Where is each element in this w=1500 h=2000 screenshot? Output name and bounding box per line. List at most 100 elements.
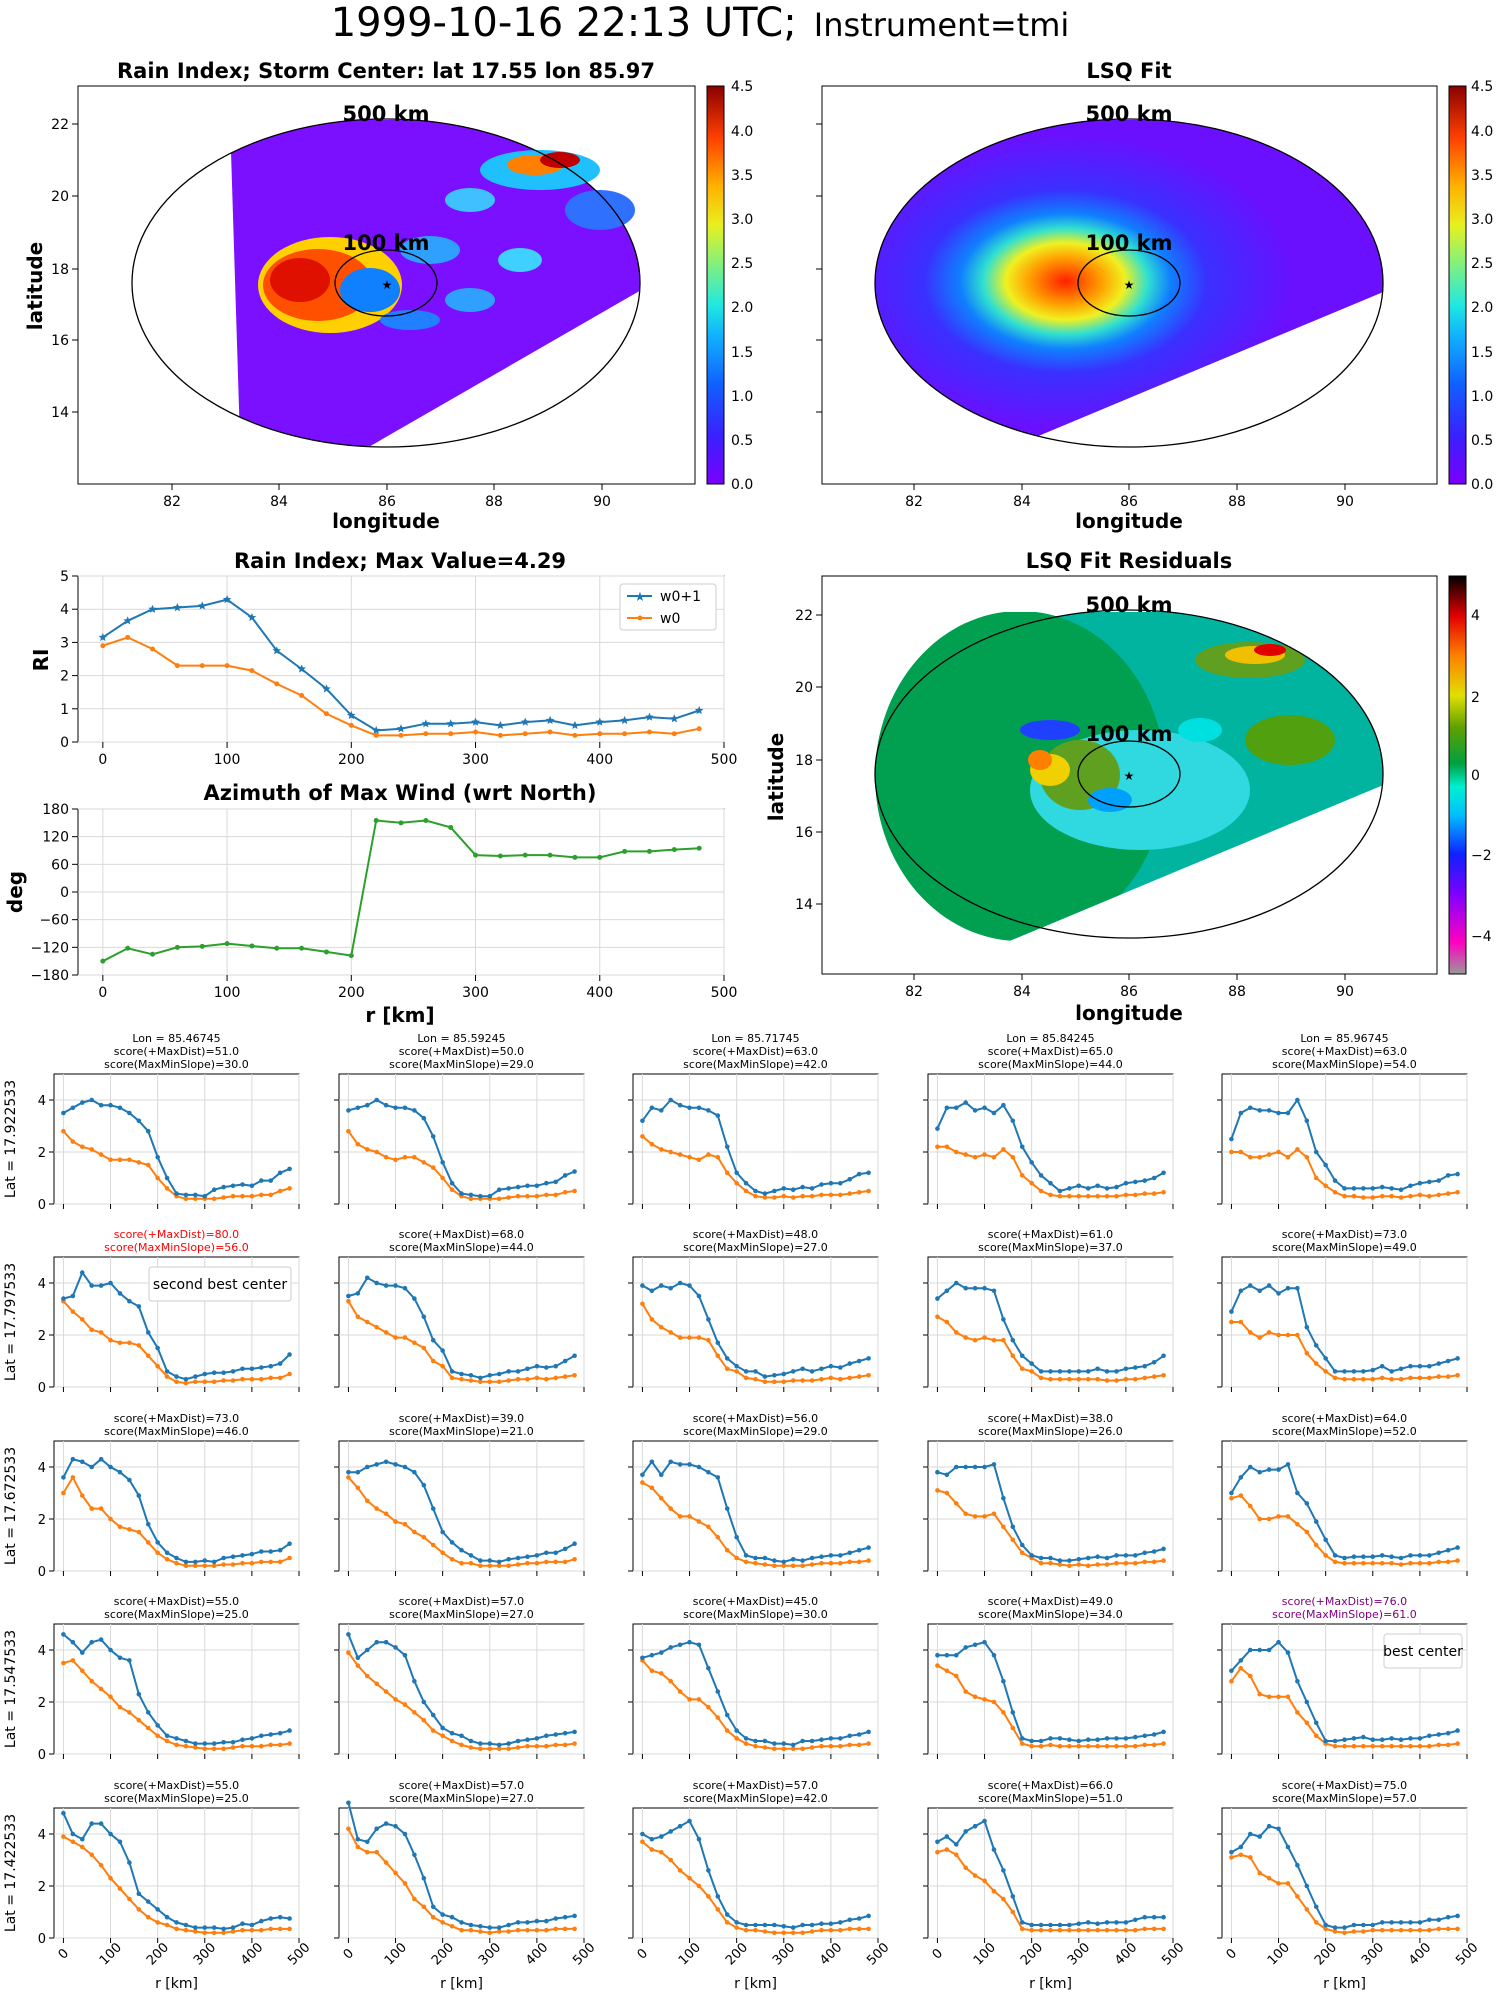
w0p1-point (1114, 1369, 1119, 1374)
candidate-cell: score(+MaxDist)=68.0score(MaxMinSlope)=4… (334, 1228, 585, 1392)
w0p1-point (449, 1914, 455, 1920)
w0p1-point (544, 1733, 549, 1739)
w0-point (108, 1516, 113, 1522)
w0-point (1304, 1720, 1310, 1726)
candidate-cell: score(+MaxDist)=38.0score(MaxMinSlope)=2… (923, 1412, 1174, 1576)
candidate-lon-label: Lon = 85.96745 (1300, 1032, 1388, 1045)
w0-point (1029, 1369, 1034, 1374)
w0p1-point (1361, 1554, 1366, 1559)
w0-point (230, 1562, 236, 1567)
w0p1-point (753, 1369, 758, 1374)
w0-point (525, 1927, 530, 1933)
w0p1-point (202, 1741, 208, 1746)
w0p1-point (421, 719, 431, 728)
w0p1-point (1257, 1108, 1262, 1113)
lsq-fit-map: LSQ Fit ★ 500 km 100 km 82 84 86 88 90 l… (816, 59, 1493, 533)
w0p1-point (620, 715, 629, 725)
w0p1-point (1029, 1160, 1034, 1165)
w0-point (374, 1149, 379, 1155)
w0p1-point (1436, 1178, 1442, 1183)
w0p1-point (935, 1296, 940, 1301)
w0p1-point (963, 1285, 968, 1291)
w0p1-point (781, 1559, 787, 1565)
w0-point (982, 1514, 987, 1519)
w0p1-point (553, 1179, 559, 1185)
w0-point (1057, 1743, 1063, 1749)
w0p1-point (1398, 1920, 1404, 1925)
w0p1-point (866, 1545, 871, 1550)
w0p1-point (259, 1178, 264, 1183)
w0p1-point (1142, 1363, 1148, 1369)
w0p1-point (649, 1836, 655, 1842)
candidate-ytick: 4 (38, 1644, 46, 1659)
w0p1-point (743, 1553, 749, 1558)
w0p1-point (355, 1655, 361, 1661)
w0-point (1151, 1374, 1157, 1379)
w0-point (1057, 1562, 1063, 1567)
w0p1-point (496, 720, 505, 729)
w0-point (249, 1927, 255, 1933)
w0p1-point (1361, 1734, 1366, 1740)
candidate-xtick: 0 (930, 1946, 946, 1962)
w0p1-point (117, 1105, 123, 1111)
w0-point (1085, 1193, 1091, 1199)
w0-point (706, 1894, 711, 1899)
w0-point (1095, 1562, 1100, 1567)
w0p1-point (1436, 1917, 1442, 1923)
w0p1-point (1398, 1187, 1404, 1192)
w0-point (743, 1741, 749, 1746)
w0p1-point (753, 1738, 758, 1744)
w0p1-point (468, 1922, 474, 1928)
w0-point (658, 1495, 664, 1501)
w0p1-point (640, 1655, 645, 1661)
w0-point (193, 1745, 198, 1750)
azimuth-ytick: 120 (42, 830, 69, 846)
w0-point (70, 1139, 76, 1144)
candidate-xtick: 0 (341, 1946, 357, 1962)
w0p1-point (1095, 1366, 1100, 1372)
w0p1-point (268, 1916, 274, 1921)
w0p1-point (645, 712, 654, 721)
candidate-xtick: 400 (523, 1940, 551, 1968)
w0p1-point (856, 1171, 862, 1177)
w0p1-point (421, 1699, 427, 1705)
w0-point (155, 1363, 160, 1369)
w0-point (398, 732, 404, 738)
candidate-score-slope: score(MaxMinSlope)=21.0 (389, 1425, 534, 1438)
w0p1-point (79, 1459, 85, 1465)
rain-profile-ytick: 0 (60, 735, 69, 751)
w0-point (1370, 1560, 1376, 1566)
w0p1-point (1238, 1110, 1244, 1116)
candidate-cell-grid (339, 1441, 585, 1572)
w0-point (828, 1375, 834, 1381)
rain-profile-title: Rain Index; Max Value=4.29 (234, 549, 566, 573)
w0p1-point (838, 1553, 843, 1558)
w0p1-point (1276, 1110, 1281, 1116)
w0p1-point (525, 1737, 530, 1742)
w0p1-point (89, 1464, 94, 1470)
candidate-cell: Lon = 85.59245score(+MaxDist)=50.0score(… (334, 1032, 585, 1209)
svg-text:1.5: 1.5 (1471, 345, 1493, 361)
w0-point (1123, 1560, 1129, 1566)
w0-point (547, 729, 553, 735)
candidate-cell-axes (338, 1623, 585, 1755)
azimuth-chart: Azimuth of Max Wind (wrt North) 18012060… (3, 781, 737, 1027)
w0p1-point (515, 1555, 521, 1561)
w0p1-point (1133, 1365, 1138, 1370)
w0-point (89, 1327, 94, 1333)
candidate-score-maxdist: score(+MaxDist)=39.0 (399, 1412, 524, 1425)
w0-point (1455, 1190, 1460, 1195)
candidate-cell-axes (338, 1807, 585, 1939)
w0-point (421, 1534, 427, 1540)
candidate-ytick: 0 (38, 1565, 46, 1580)
w0-point (828, 1560, 834, 1566)
w0p1-point (772, 1188, 777, 1194)
w0-point (1417, 1927, 1423, 1933)
w0-point (108, 1157, 113, 1163)
w0-point (249, 668, 255, 674)
rain-profile-ytick: 1 (60, 702, 69, 718)
candidate-xtick: 400 (238, 1940, 266, 1968)
